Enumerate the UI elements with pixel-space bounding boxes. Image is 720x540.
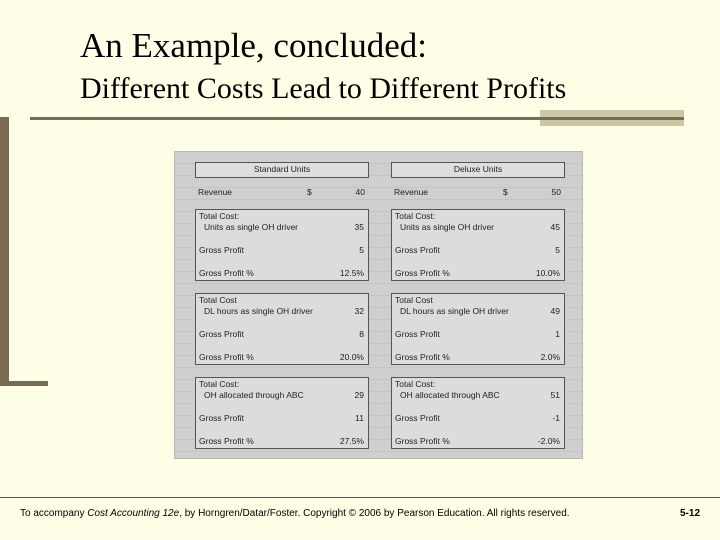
driver-label: OH allocated through ABC (204, 390, 304, 400)
driver-label: OH allocated through ABC (400, 390, 500, 400)
cost-block-units: Total Cost: Units as single OH driver 35 … (195, 209, 369, 281)
gross-profit-value: 5 (555, 245, 560, 255)
cost-label: Total Cost (395, 295, 433, 305)
gross-profit-pct-value: 20.0% (339, 352, 364, 362)
revenue-value: 40 (355, 187, 365, 197)
cost-block-abc: Total Cost: OH allocated through ABC 51 G… (391, 377, 565, 449)
left-accent-bar (0, 117, 9, 385)
cost-block-dl-hours: Total Cost DL hours as single OH driver 3… (195, 293, 369, 365)
left-accent-bar-foot (0, 381, 48, 386)
revenue-row: Revenue $ 40 (195, 186, 369, 199)
title-rule (30, 117, 684, 120)
cost-value: 32 (354, 306, 364, 316)
footer-prefix: To accompany (20, 508, 88, 519)
cost-label: Total Cost: (199, 379, 240, 389)
gross-profit-pct-value: -2.0% (537, 436, 560, 446)
cost-value: 45 (550, 222, 560, 232)
cost-value: 49 (550, 306, 560, 316)
cost-value: 29 (354, 390, 364, 400)
cost-value: 51 (550, 390, 560, 400)
slide-title: An Example, concluded: (80, 26, 427, 65)
slide-subtitle: Different Costs Lead to Different Profit… (80, 72, 567, 105)
cost-label: Total Cost: (199, 211, 240, 221)
gross-profit-label: Gross Profit (395, 329, 440, 339)
cost-block-abc: Total Cost: OH allocated through ABC 29 G… (195, 377, 369, 449)
gross-profit-pct-value: 2.0% (540, 352, 560, 362)
gross-profit-pct-label: Gross Profit % (395, 268, 450, 278)
page-number: 5-12 (679, 508, 700, 519)
gross-profit-label: Gross Profit (395, 413, 440, 423)
revenue-label: Revenue (394, 187, 429, 197)
revenue-row: Revenue $ 50 (391, 186, 565, 199)
gross-profit-value: 8 (359, 329, 364, 339)
gross-profit-pct-value: 10.0% (535, 268, 560, 278)
currency-symbol: $ (307, 187, 312, 197)
currency-symbol: $ (503, 187, 508, 197)
spreadsheet-image: Standard Units Revenue $ 40 Total Cost: … (174, 151, 583, 459)
gross-profit-label: Gross Profit (199, 245, 244, 255)
revenue-label: Revenue (198, 187, 233, 197)
driver-label: Units as single OH driver (400, 222, 495, 232)
gross-profit-pct-value: 12.5% (339, 268, 364, 278)
footer-divider (0, 497, 720, 498)
cost-label: Total Cost: (395, 379, 436, 389)
cost-label: Total Cost (199, 295, 237, 305)
column-deluxe-units: Deluxe Units Revenue $ 50 Total Cost: Un… (391, 162, 565, 461)
driver-label: DL hours as single OH driver (400, 306, 509, 316)
footer-suffix: , by Horngren/Datar/Foster. Copyright © … (179, 508, 570, 519)
cost-value: 35 (354, 222, 364, 232)
column-standard-units: Standard Units Revenue $ 40 Total Cost: … (195, 162, 369, 461)
gross-profit-pct-label: Gross Profit % (199, 268, 254, 278)
gross-profit-value: 1 (555, 329, 560, 339)
driver-label: DL hours as single OH driver (204, 306, 313, 316)
revenue-value: 50 (551, 187, 561, 197)
gross-profit-value: 5 (359, 245, 364, 255)
footer-copyright: To accompany Cost Accounting 12e, by Hor… (20, 508, 570, 519)
gross-profit-pct-label: Gross Profit % (199, 352, 254, 362)
gross-profit-pct-value: 27.5% (339, 436, 364, 446)
cost-block-dl-hours: Total Cost DL hours as single OH driver 4… (391, 293, 565, 365)
footer-book-title: Cost Accounting 12e (87, 508, 180, 519)
gross-profit-value: 11 (355, 413, 364, 423)
cost-block-units: Total Cost: Units as single OH driver 45 … (391, 209, 565, 281)
gross-profit-value: -1 (552, 413, 560, 423)
column-header: Standard Units (195, 162, 369, 178)
gross-profit-label: Gross Profit (199, 329, 244, 339)
gross-profit-pct-label: Gross Profit % (395, 352, 450, 362)
gross-profit-pct-label: Gross Profit % (395, 436, 450, 446)
column-header: Deluxe Units (391, 162, 565, 178)
gross-profit-label: Gross Profit (395, 245, 440, 255)
cost-label: Total Cost: (395, 211, 436, 221)
gross-profit-label: Gross Profit (199, 413, 244, 423)
driver-label: Units as single OH driver (204, 222, 299, 232)
gross-profit-pct-label: Gross Profit % (199, 436, 254, 446)
